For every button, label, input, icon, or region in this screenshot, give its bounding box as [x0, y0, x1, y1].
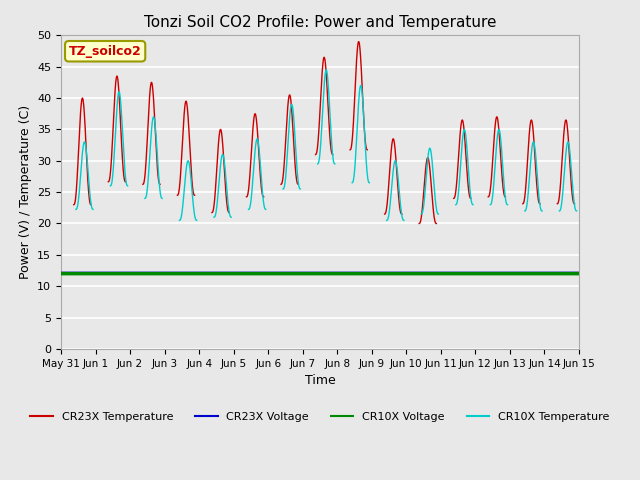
CR10X Temperature — [177, 214, 185, 219]
Line: CR23X Temperature: CR23X Temperature — [74, 42, 575, 224]
CR23X Temperature — [289, 130, 297, 135]
CR23X Voltage — [252, 270, 260, 276]
CR10X Voltage — [252, 271, 260, 276]
Legend: CR23X Temperature, CR23X Voltage, CR10X Voltage, CR10X Temperature: CR23X Temperature, CR23X Voltage, CR10X … — [26, 408, 614, 427]
CR10X Temperature — [183, 162, 191, 168]
CR10X Voltage — [183, 271, 191, 276]
Y-axis label: Power (V) / Temperature (C): Power (V) / Temperature (C) — [19, 105, 31, 279]
Title: Tonzi Soil CO2 Profile: Power and Temperature: Tonzi Soil CO2 Profile: Power and Temper… — [144, 15, 496, 30]
CR23X Temperature — [252, 115, 260, 121]
CR23X Voltage — [575, 270, 583, 276]
Text: TZ_soilco2: TZ_soilco2 — [68, 45, 141, 58]
X-axis label: Time: Time — [305, 374, 335, 387]
CR23X Voltage — [289, 270, 297, 276]
CR10X Temperature — [180, 189, 188, 195]
Line: CR10X Temperature: CR10X Temperature — [76, 70, 577, 220]
CR23X Temperature — [183, 100, 191, 106]
CR10X Voltage — [289, 271, 297, 276]
CR10X Temperature — [289, 108, 297, 114]
CR23X Voltage — [57, 270, 65, 276]
CR10X Voltage — [57, 271, 65, 276]
CR10X Temperature — [252, 138, 260, 144]
CR10X Voltage — [177, 271, 185, 276]
CR10X Voltage — [180, 271, 188, 276]
CR23X Voltage — [180, 270, 188, 276]
CR23X Voltage — [177, 270, 185, 276]
CR10X Voltage — [571, 271, 579, 276]
CR23X Voltage — [183, 270, 191, 276]
CR23X Voltage — [571, 270, 579, 276]
CR10X Voltage — [575, 271, 583, 276]
CR23X Temperature — [177, 160, 185, 166]
CR10X Temperature — [571, 204, 579, 210]
CR23X Temperature — [180, 112, 188, 118]
